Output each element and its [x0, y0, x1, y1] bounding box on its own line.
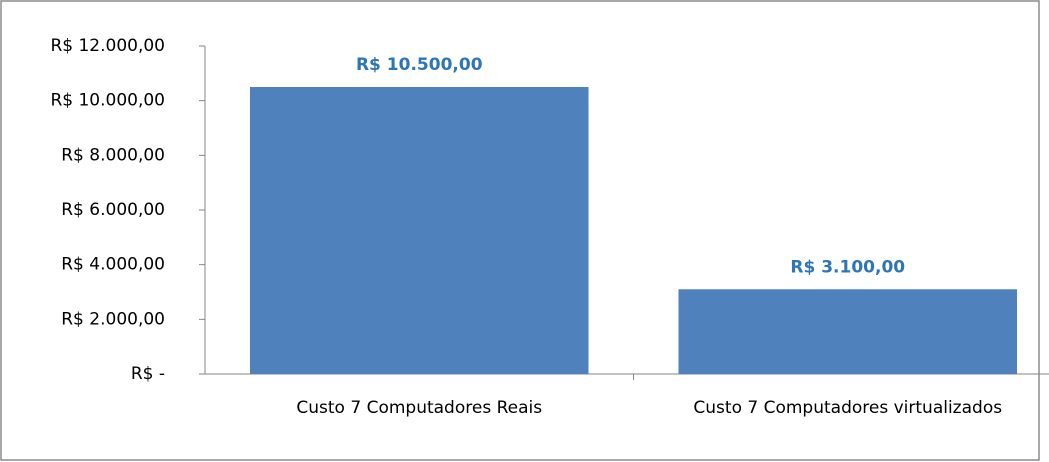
bar — [678, 289, 1018, 374]
y-tick-label: R$ 12.000,00 — [50, 36, 165, 56]
y-tick-label: R$ - — [131, 364, 165, 384]
y-tick-label: R$ 2.000,00 — [61, 309, 165, 329]
y-tick-label: R$ 6.000,00 — [61, 200, 165, 220]
data-label: R$ 10.500,00 — [356, 55, 483, 75]
y-tick-label: R$ 4.000,00 — [61, 255, 165, 275]
bar — [249, 87, 589, 374]
data-label: R$ 3.100,00 — [790, 257, 905, 277]
x-tick-label: Custo 7 Computadores virtualizados — [693, 398, 1003, 418]
y-tick-label: R$ 10.000,00 — [50, 91, 165, 111]
y-tick-label: R$ 8.000,00 — [61, 145, 165, 165]
x-tick-label: Custo 7 Computadores Reais — [296, 398, 543, 418]
